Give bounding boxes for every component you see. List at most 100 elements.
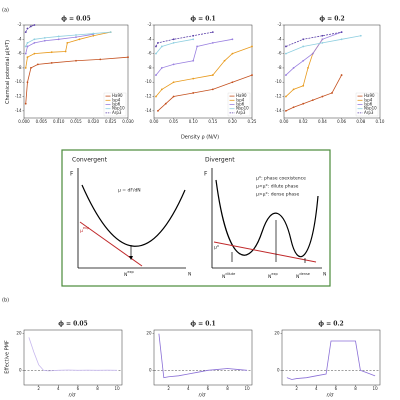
x-tick-label: 0.025 — [105, 119, 117, 124]
x-tick-label: 0.04 — [318, 119, 327, 124]
x-tick-label: 6 — [207, 386, 210, 391]
data-point — [285, 109, 287, 112]
data-point — [285, 52, 287, 55]
x-tick-label: 0.015 — [70, 119, 82, 124]
y-tick-label: -4 — [278, 36, 282, 41]
legend-label: lsp6 — [236, 102, 245, 107]
data-point — [24, 31, 27, 34]
data-point — [66, 41, 69, 44]
label: N — [188, 272, 191, 278]
legend-label: lsp4 — [236, 97, 245, 102]
data-point — [24, 67, 27, 69]
x-tick-label: 4 — [315, 386, 318, 391]
label: N — [323, 272, 326, 278]
chart-title: ϕ = 0.05 — [58, 321, 87, 328]
y-tick-label: 0 — [149, 367, 152, 372]
x-tick-label: 0.00 — [150, 119, 159, 124]
chart: ϕ = 0.2 0.00 0.02 0.04 0.06 0.08 0.10 -14 -12 -10… — [275, 16, 385, 125]
legend-label: lsp6 — [364, 102, 373, 107]
data-point — [331, 92, 333, 94]
legend-label: Ha90 — [364, 93, 375, 98]
diagram-title: Divergent — [205, 157, 235, 164]
data-point — [172, 81, 175, 84]
legend-label: Arp3 — [236, 110, 246, 115]
arrow-head — [129, 256, 133, 260]
y-tick-label: -10 — [15, 79, 22, 84]
y-tick-label: 20 — [16, 331, 22, 336]
y-tick-label: 0 — [19, 367, 22, 372]
x-tick-label: 0.02 — [299, 119, 308, 124]
y-tick-label: -12 — [145, 94, 152, 99]
data-point — [321, 41, 324, 44]
plot-frame — [153, 329, 253, 386]
legend-box — [227, 92, 251, 117]
legend-box — [103, 92, 127, 117]
data-point — [36, 63, 39, 66]
plot-frame — [283, 24, 381, 119]
data-point — [75, 36, 77, 39]
data-point — [192, 38, 195, 41]
data-point — [155, 95, 157, 98]
x-tick-label: 0.10 — [376, 119, 385, 124]
data-point — [26, 45, 29, 48]
data-point — [211, 31, 214, 34]
series-line — [155, 31, 213, 47]
x-tick-label: 8 — [354, 386, 357, 391]
data-point — [160, 88, 163, 91]
data-point — [50, 62, 53, 64]
note: μ*: phase coexistence — [256, 176, 306, 182]
chart: ϕ = 0.05 2 4 6 8 10 0 20 — [16, 321, 123, 391]
x-tick-label: 0.05 — [169, 119, 178, 124]
chart-title: ϕ = 0.2 — [319, 16, 344, 23]
data-point — [64, 50, 67, 53]
data-point — [321, 34, 324, 37]
data-point — [302, 102, 305, 105]
data-point — [30, 67, 32, 69]
data-point — [26, 41, 29, 44]
x-tick-label: 4 — [187, 386, 190, 391]
data-point — [359, 34, 362, 37]
data-point — [155, 74, 157, 76]
series-line — [285, 31, 342, 76]
series-line — [25, 56, 129, 104]
data-point — [172, 95, 175, 98]
data-point — [26, 27, 29, 30]
diagram: Convergent F μ = dF/dN μexp Nexp N Diver… — [61, 149, 331, 287]
data-point — [251, 74, 253, 76]
data-point — [231, 52, 234, 55]
note: μ>μ*: dense phase — [256, 192, 300, 198]
x-tick-label: 8 — [226, 386, 229, 391]
label: μexp — [80, 226, 90, 234]
diagram-frame — [61, 149, 331, 287]
y-tick-label: -10 — [275, 79, 282, 84]
x-tick-label: 0.020 — [88, 119, 100, 124]
data-point — [321, 38, 324, 41]
legend-label: Arp3 — [112, 110, 122, 115]
y-tick-label: -4 — [18, 36, 22, 41]
chart-title: ϕ = 0.1 — [190, 321, 215, 328]
chart: ϕ = 0.1 2 4 6 8 10 0 20 — [146, 321, 253, 391]
y-tick-label: -12 — [15, 94, 22, 99]
series-line — [155, 38, 194, 54]
data-point — [196, 45, 199, 48]
y-tick-label: 20 — [274, 331, 280, 336]
y-tick-label: -14 — [145, 108, 152, 113]
data-point — [292, 88, 295, 91]
data-point — [231, 81, 234, 84]
y-tick-label: 0 — [277, 367, 280, 372]
data-point — [50, 51, 53, 54]
data-point — [307, 67, 309, 69]
data-point — [160, 45, 163, 48]
data-point — [26, 81, 29, 84]
chart: ϕ = 0.2 2 4 6 8 10 0 20 — [274, 321, 381, 391]
x-tick-label: 6 — [335, 386, 338, 391]
x-axis-label: r/σ — [327, 393, 335, 399]
data-point — [164, 102, 167, 105]
data-point — [30, 25, 32, 28]
data-point — [172, 63, 175, 66]
y-tick-label: 20 — [146, 331, 152, 336]
data-point — [292, 106, 295, 109]
data-point — [127, 56, 129, 59]
x-axis-label: r/σ — [199, 393, 207, 399]
diagram-title: Convergent — [72, 157, 108, 164]
